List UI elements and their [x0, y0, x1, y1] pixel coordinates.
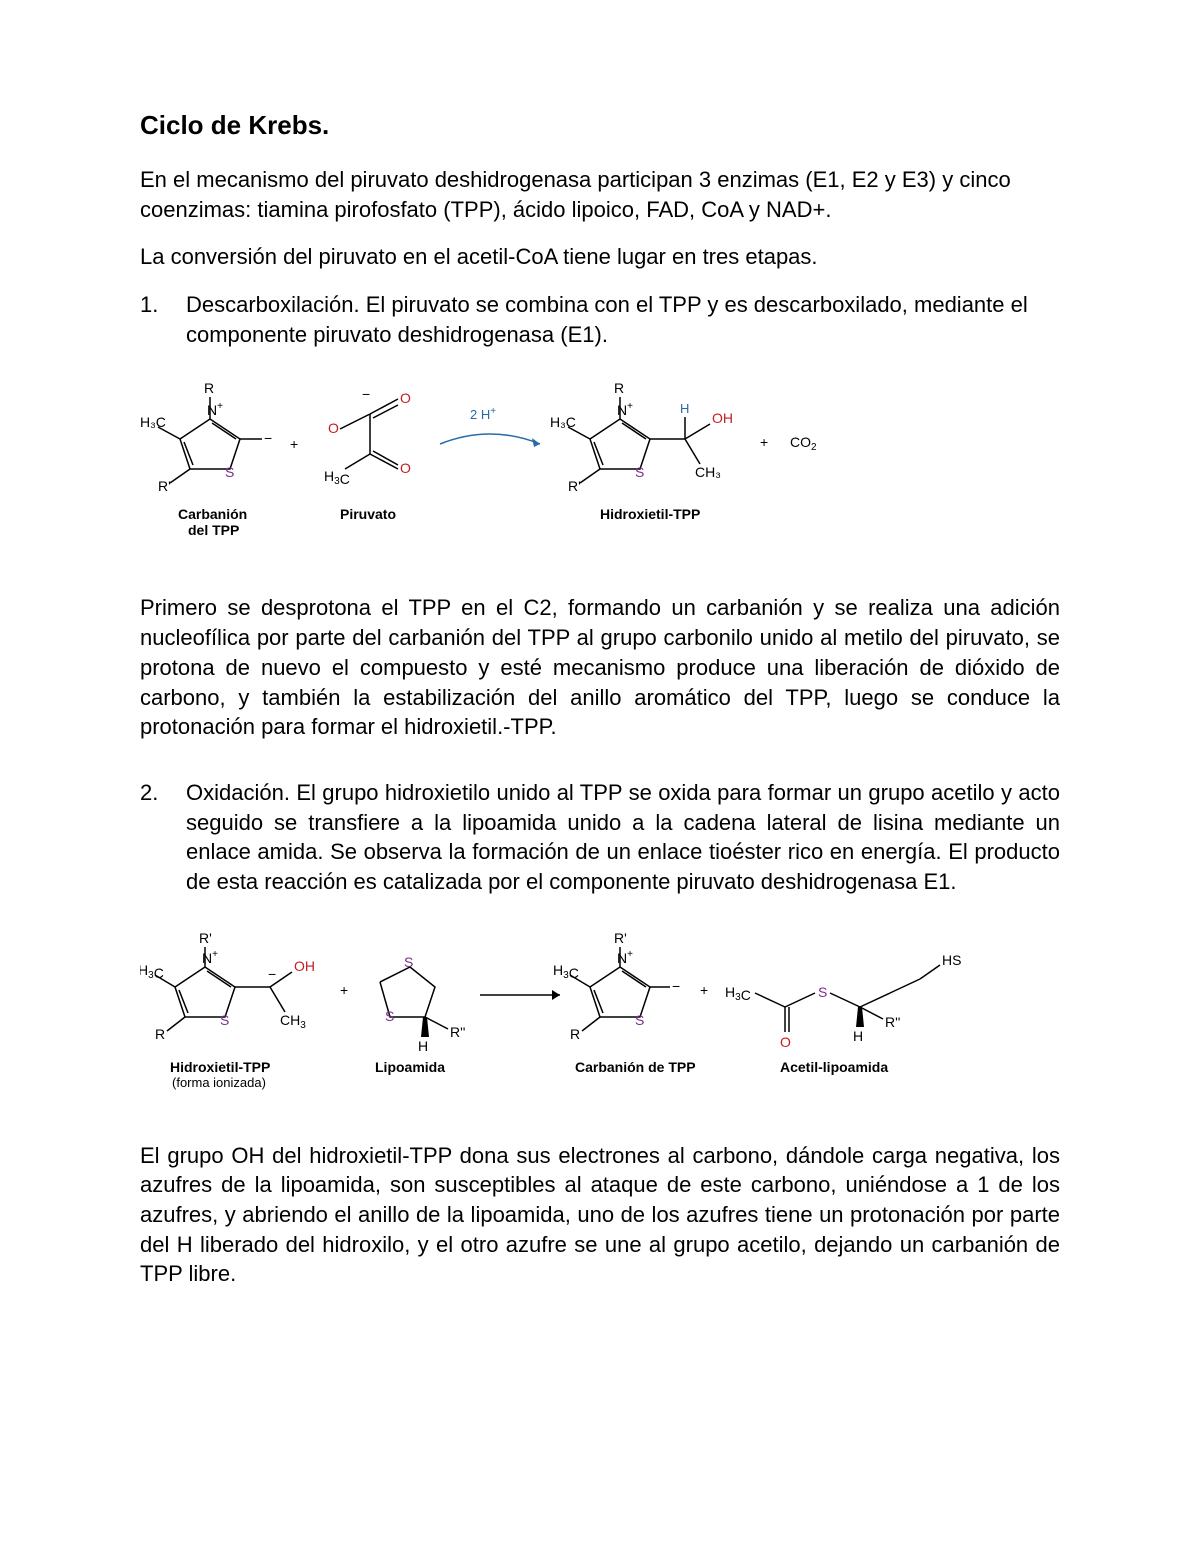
label-o3: O — [400, 460, 411, 476]
paragraph-intro-1: En el mecanismo del piruvato deshidrogen… — [140, 165, 1060, 224]
reaction-arrow-1: 2 H+ — [440, 406, 540, 447]
caption-lipoamida: Lipoamida — [375, 1059, 445, 1075]
svg-text:H₃C: H₃C — [550, 414, 576, 430]
svg-text:H3C: H3C — [553, 962, 579, 981]
paragraph-4: El grupo OH del hidroxietil-TPP dona sus… — [140, 1141, 1060, 1289]
list-number-1: 1. — [140, 290, 158, 320]
svg-text:H3C: H3C — [140, 962, 164, 981]
document-page: Ciclo de Krebs. En el mecanismo del piru… — [0, 0, 1200, 1553]
svg-text:N+: N+ — [617, 401, 633, 418]
caption-hidroxi: Hidroxietil-TPP — [170, 1059, 270, 1075]
svg-text:CH3: CH3 — [280, 1012, 306, 1031]
svg-text:N+: N+ — [617, 949, 633, 966]
caption-ionizada: (forma ionizada) — [172, 1075, 266, 1090]
list-number-2: 2. — [140, 778, 158, 808]
svg-text:H: H — [418, 1038, 428, 1054]
plus-3: + — [340, 982, 348, 998]
svg-text:H: H — [680, 401, 689, 416]
label-minus-pyruvate: − — [362, 386, 370, 402]
molecule-hydroxyethyl-tpp: H₃C R N+ S R' H OH CH₃ — [550, 380, 733, 494]
svg-text:R'': R'' — [450, 1024, 465, 1040]
molecule-acetyl-lipoamide: H3C O S HS H R'' — [725, 952, 961, 1050]
caption-carbanion-tpp: Carbanión de TPP — [575, 1059, 696, 1075]
svg-text:CH₃: CH₃ — [695, 464, 721, 480]
label-o1: O — [328, 420, 339, 436]
list-text-1: Descarboxilación. El piruvato se combina… — [186, 292, 1028, 347]
page-title: Ciclo de Krebs. — [140, 110, 1060, 141]
svg-text:O: O — [780, 1034, 791, 1050]
molecule-pyruvate: O O O H3C − — [324, 386, 411, 487]
molecule-tpp-carbanion: H₃C R N+ S R' − — [140, 380, 272, 494]
list-item-1: 1. Descarboxilación. El piruvato se comb… — [140, 290, 1060, 349]
svg-text:R: R — [570, 1026, 580, 1042]
svg-text:S: S — [385, 1008, 394, 1024]
plus-4: + — [700, 982, 708, 998]
svg-text:R'': R'' — [885, 1014, 900, 1030]
spacer — [140, 760, 1060, 778]
label-r: R — [204, 380, 214, 396]
list-text-2: Oxidación. El grupo hidroxietilo unido a… — [186, 780, 1060, 894]
label-s: S — [225, 464, 234, 480]
figure-oxidation: H3C R' N+ S R OH CH3 − + S S H R'' — [140, 917, 1060, 1117]
svg-text:H: H — [853, 1028, 863, 1044]
paragraph-3: Primero se desprotona el TPP en el C2, f… — [140, 593, 1060, 741]
svg-text:−: − — [672, 978, 680, 994]
label-rprime: R' — [158, 478, 171, 494]
caption-piruvato: Piruvato — [340, 506, 396, 522]
caption-hidroxietil: Hidroxietil-TPP — [600, 506, 700, 522]
plus-2: + — [760, 434, 768, 450]
label-h3c: H₃C — [140, 414, 166, 430]
svg-text:OH: OH — [294, 958, 315, 974]
svg-text:N+: N+ — [207, 401, 223, 418]
caption-acetil-lipoamida: Acetil-lipoamida — [780, 1059, 888, 1075]
svg-text:H3C: H3C — [324, 468, 350, 487]
figure-decarboxylation: H₃C R N+ S R' − + O O O H3C − — [140, 369, 1060, 569]
svg-text:−: − — [268, 966, 276, 982]
molecule-hydroxyethyl-tpp-ionized: H3C R' N+ S R OH CH3 − — [140, 930, 315, 1042]
svg-text:S: S — [818, 984, 827, 1000]
caption-carbanion: Carbanión — [178, 506, 247, 522]
label-co2: CO2 — [790, 434, 817, 453]
svg-text:R': R' — [614, 930, 627, 946]
svg-text:S: S — [635, 464, 644, 480]
plus-1: + — [290, 436, 298, 452]
svg-text:N+: N+ — [202, 949, 218, 966]
list-item-2: 2. Oxidación. El grupo hidroxietilo unid… — [140, 778, 1060, 897]
svg-text:R': R' — [199, 930, 212, 946]
svg-text:R: R — [155, 1026, 165, 1042]
svg-text:S: S — [220, 1012, 229, 1028]
molecule-tpp-carbanion-product: H3C R' N+ S R − — [553, 930, 680, 1042]
svg-text:R': R' — [568, 478, 581, 494]
molecule-lipoamide: S S H R'' — [380, 954, 465, 1054]
svg-text:OH: OH — [712, 410, 733, 426]
svg-text:S: S — [404, 954, 413, 970]
label-o2: O — [400, 390, 411, 406]
svg-text:H3C: H3C — [725, 984, 751, 1003]
reaction-scheme-2: H3C R' N+ S R OH CH3 − + S S H R'' — [140, 917, 1020, 1117]
reaction-scheme-1: H₃C R N+ S R' − + O O O H3C − — [140, 369, 920, 569]
svg-text:HS: HS — [942, 952, 961, 968]
svg-text:R: R — [614, 380, 624, 396]
caption-del-tpp: del TPP — [188, 522, 239, 538]
reaction-arrow-2 — [480, 990, 560, 1000]
label-minus: − — [264, 430, 272, 446]
svg-text:S: S — [635, 1012, 644, 1028]
svg-text:2 H+: 2 H+ — [470, 406, 496, 422]
paragraph-intro-2: La conversión del piruvato en el acetil-… — [140, 242, 1060, 272]
